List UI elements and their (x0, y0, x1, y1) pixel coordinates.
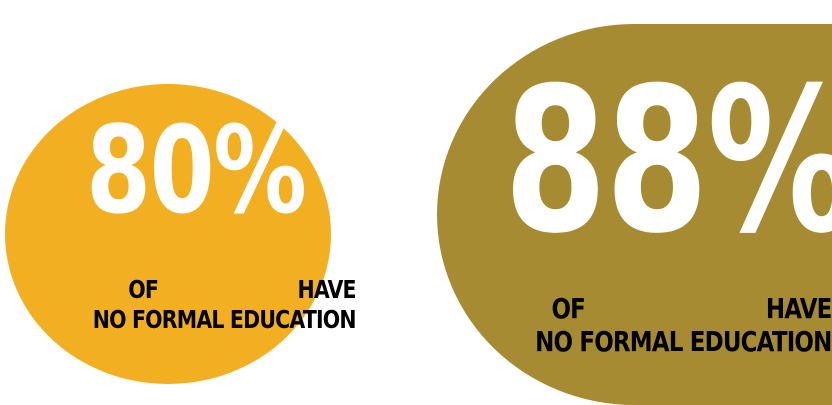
survivors-caption-prefix: OF (128, 275, 165, 304)
traffickers-caption-highlight: TRAFFICKERS (592, 292, 760, 325)
traffickers-percent: 88% (504, 45, 832, 278)
traffickers-caption: OF TRAFFICKERS HAVE NO FORMAL EDUCATION (536, 292, 832, 358)
traffickers-caption-line1: OF TRAFFICKERS HAVE (536, 292, 832, 325)
traffickers-circle (437, 24, 832, 405)
survivors-caption-suffix: HAVE (291, 275, 357, 304)
survivors-circle (5, 84, 331, 384)
traffickers-caption-line2: NO FORMAL EDUCATION (535, 325, 832, 359)
survivors-caption-line2: NO FORMAL EDUCATION (92, 304, 357, 334)
traffickers-caption-prefix: OF (551, 292, 593, 325)
survivors-caption-line1: OF SURVIVORS HAVE (93, 275, 357, 305)
survivors-caption: OF SURVIVORS HAVE NO FORMAL EDUCATION (92, 275, 357, 334)
survivors-caption-highlight: SURVIVORS (164, 275, 293, 304)
traffickers-caption-suffix: HAVE (759, 292, 832, 325)
survivors-percent: 80% (86, 102, 307, 241)
